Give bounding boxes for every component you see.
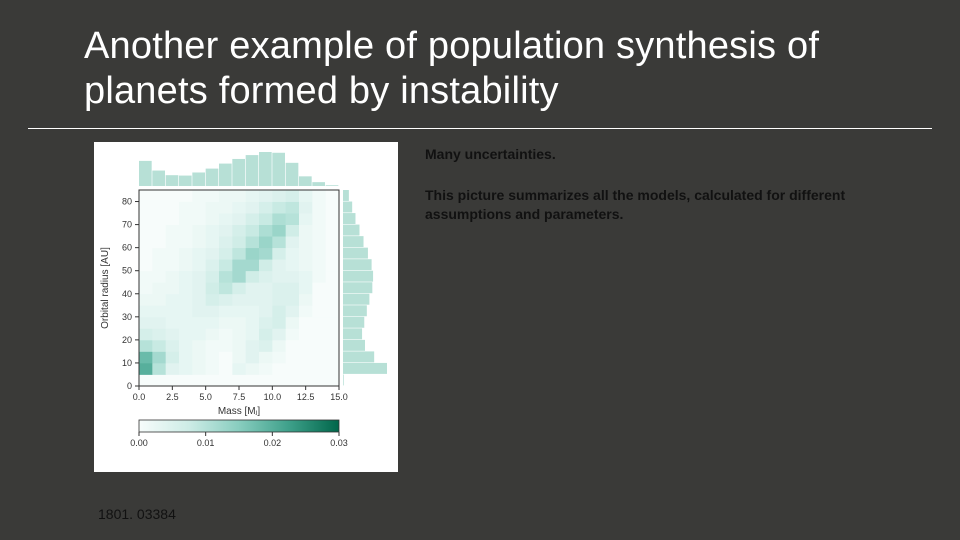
svg-text:Mass [Mⱼ]: Mass [Mⱼ] [218, 406, 261, 417]
body-para-1: Many uncertainties. [425, 145, 895, 164]
svg-text:10.0: 10.0 [264, 392, 282, 402]
chart-figure: 0 10 20 30 40 50 60 70 80 0.0 2.5 5.0 7.5 10.0 12.5 15.… [94, 142, 398, 472]
slide: Another example of population synthesis … [0, 0, 960, 540]
svg-text:70: 70 [122, 220, 132, 230]
svg-text:40: 40 [122, 289, 132, 299]
svg-text:0.03: 0.03 [330, 438, 348, 448]
svg-text:50: 50 [122, 266, 132, 276]
svg-text:20: 20 [122, 335, 132, 345]
svg-text:Orbital radius [AU]: Orbital radius [AU] [100, 247, 111, 329]
svg-text:7.5: 7.5 [233, 392, 246, 402]
svg-text:60: 60 [122, 243, 132, 253]
svg-text:80: 80 [122, 197, 132, 207]
svg-text:15.0: 15.0 [330, 392, 348, 402]
svg-text:10: 10 [122, 358, 132, 368]
svg-text:5.0: 5.0 [199, 392, 212, 402]
svg-text:2.5: 2.5 [166, 392, 179, 402]
body-para-2: This picture summarizes all the models, … [425, 186, 895, 224]
svg-text:0: 0 [127, 381, 132, 391]
svg-text:12.5: 12.5 [297, 392, 315, 402]
svg-text:0.02: 0.02 [264, 438, 282, 448]
svg-text:0.00: 0.00 [130, 438, 148, 448]
svg-text:0.0: 0.0 [133, 392, 146, 402]
arxiv-ref: 1801. 03384 [98, 506, 176, 522]
slide-body: Many uncertainties. This picture summari… [425, 145, 895, 224]
slide-title: Another example of population synthesis … [84, 24, 884, 114]
title-rule [28, 128, 932, 129]
chart-svg: 0 10 20 30 40 50 60 70 80 0.0 2.5 5.0 7.5 10.0 12.5 15.… [94, 142, 398, 472]
svg-text:30: 30 [122, 312, 132, 322]
svg-text:0.01: 0.01 [197, 438, 215, 448]
